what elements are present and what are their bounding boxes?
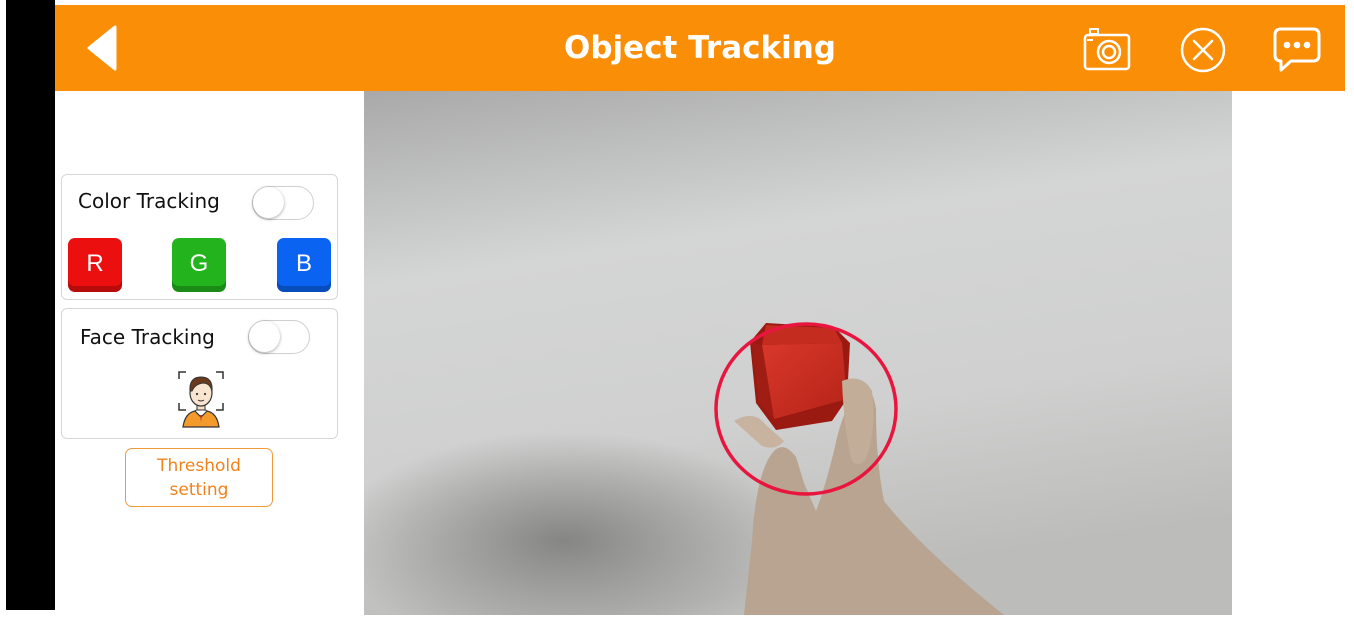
chat-bubble-icon [1273, 27, 1321, 72]
green-color-button[interactable]: G [172, 238, 226, 292]
camera-button[interactable] [1081, 25, 1133, 75]
app-header: Object Tracking [55, 5, 1345, 91]
thumb [734, 415, 784, 448]
red-cube [750, 323, 850, 430]
message-button[interactable] [1271, 25, 1323, 75]
face-detection-icon [177, 369, 225, 429]
close-button[interactable] [1177, 25, 1229, 75]
face-tracking-panel: Face Tracking [61, 308, 338, 439]
left-edge-bar [6, 0, 55, 610]
hand [744, 389, 1004, 615]
face-tracking-toggle[interactable] [248, 320, 310, 354]
color-tracking-toggle[interactable] [252, 186, 314, 220]
camera-feed [364, 91, 1232, 615]
page-title: Object Tracking [563, 30, 836, 66]
finger [842, 378, 874, 465]
tracking-circle-marker [714, 322, 898, 496]
threshold-setting-button[interactable]: Threshold setting [125, 448, 273, 507]
threshold-label-line1: Threshold [157, 456, 241, 476]
camera-icon [1083, 28, 1131, 71]
red-color-button[interactable]: R [68, 238, 122, 292]
color-tracking-panel: Color Tracking R G B [61, 174, 338, 300]
close-circle-icon [1180, 27, 1226, 73]
back-arrow-icon [87, 25, 117, 71]
color-tracking-label: Color Tracking [78, 189, 220, 213]
face-tracking-label: Face Tracking [80, 325, 215, 349]
back-button[interactable] [83, 25, 123, 71]
hand-shadow [364, 431, 794, 615]
toggle-knob [249, 321, 280, 352]
blue-color-button[interactable]: B [277, 238, 331, 292]
toggle-knob [253, 187, 284, 218]
threshold-label-line2: setting [169, 480, 229, 500]
